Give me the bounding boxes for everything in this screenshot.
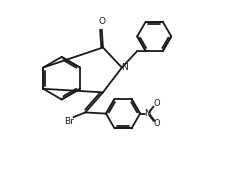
Text: O: O: [153, 119, 160, 128]
Text: Br: Br: [64, 117, 74, 126]
Text: N: N: [122, 63, 128, 72]
Text: N: N: [144, 109, 150, 118]
Text: O: O: [153, 99, 160, 108]
Text: O: O: [98, 17, 105, 26]
